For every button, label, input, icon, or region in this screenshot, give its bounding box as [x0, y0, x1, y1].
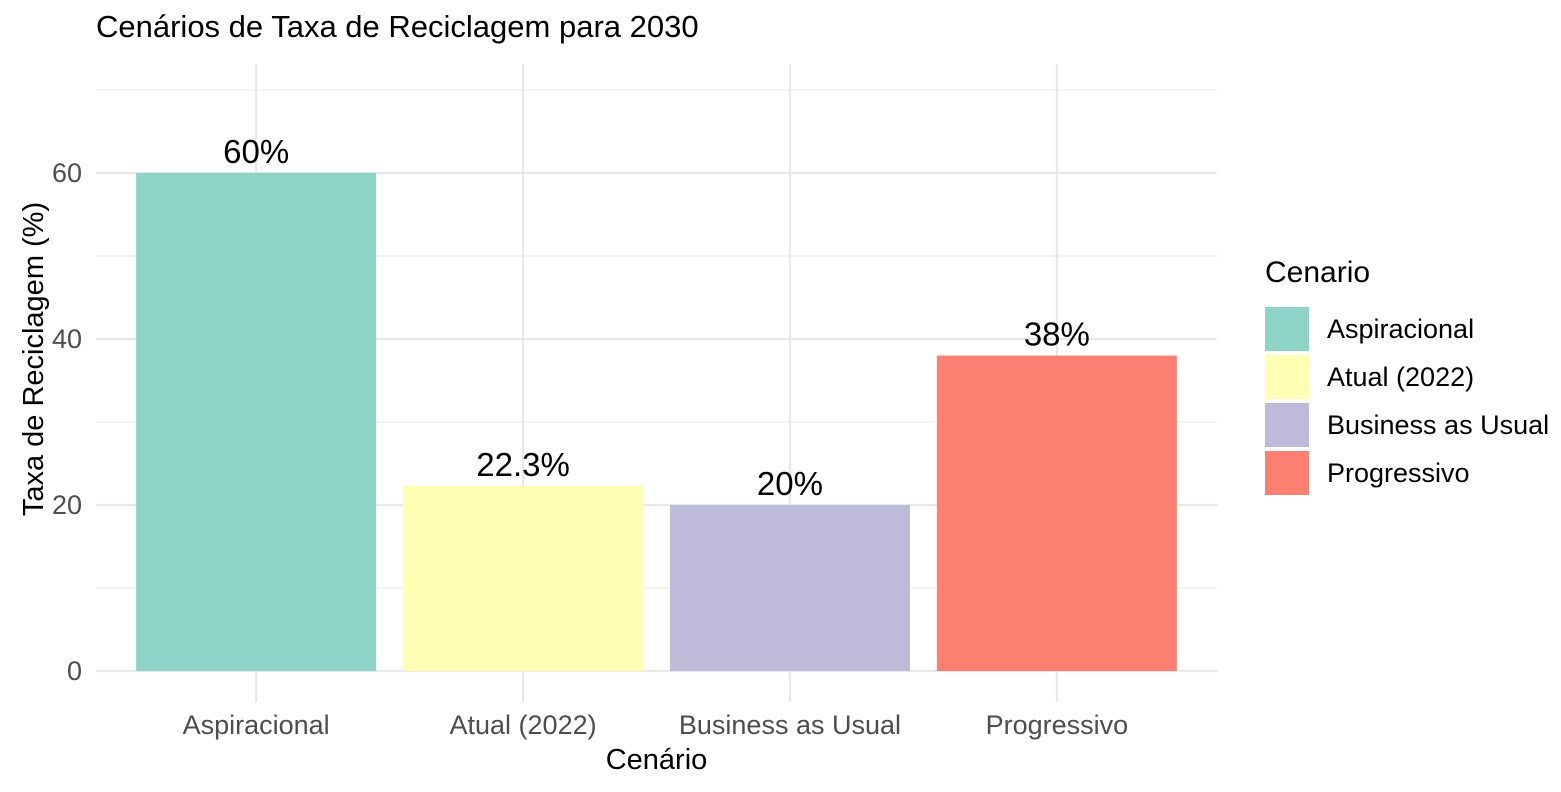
legend: Cenario Aspiracional Atual (2022) Business…: [1265, 256, 1549, 499]
legend-item: Aspiracional: [1265, 307, 1549, 351]
legend-swatch: [1265, 355, 1309, 399]
legend-label: Atual (2022): [1327, 361, 1475, 392]
bar-aspiracional: [136, 173, 377, 671]
chart-title: Cenários de Taxa de Reciclagem para 2030: [96, 9, 699, 44]
legend-item: Atual (2022): [1265, 355, 1549, 399]
legend-swatch: [1265, 451, 1309, 495]
legend-item: Progressivo: [1265, 451, 1549, 495]
legend-label: Business as Usual: [1327, 409, 1550, 440]
y-axis-title: Taxa de Reciclagem (%): [18, 201, 50, 517]
legend-items: Aspiracional Atual (2022) Business as Usua…: [1265, 307, 1549, 495]
x-axis-title: Cenário: [605, 744, 708, 776]
y-tick-label: 60: [52, 158, 82, 188]
bar-value-label: 22.3%: [476, 446, 570, 483]
bar-business-as-usual: [669, 505, 910, 671]
y-tick-label: 0: [67, 656, 82, 686]
bar-value-label: 20%: [757, 465, 823, 502]
bar-value-label: 60%: [223, 133, 289, 170]
bar-value-label: 38%: [1024, 316, 1090, 353]
bar-atual-2022-: [403, 485, 644, 671]
legend-item: Business as Usual: [1265, 403, 1549, 447]
y-tick-label: 20: [52, 490, 82, 520]
x-tick-label: Atual (2022): [450, 710, 597, 740]
x-tick-label: Aspiracional: [183, 710, 330, 740]
legend-swatch: [1265, 307, 1309, 351]
x-tick-label: Progressivo: [986, 710, 1129, 740]
x-tick-label: Business as Usual: [679, 710, 901, 740]
legend-swatch: [1265, 403, 1309, 447]
bar-progressivo: [936, 355, 1177, 671]
legend-title: Cenario: [1265, 256, 1371, 289]
legend-label: Progressivo: [1327, 457, 1470, 488]
legend-label: Aspiracional: [1327, 313, 1475, 344]
y-tick-label: 40: [52, 324, 82, 354]
